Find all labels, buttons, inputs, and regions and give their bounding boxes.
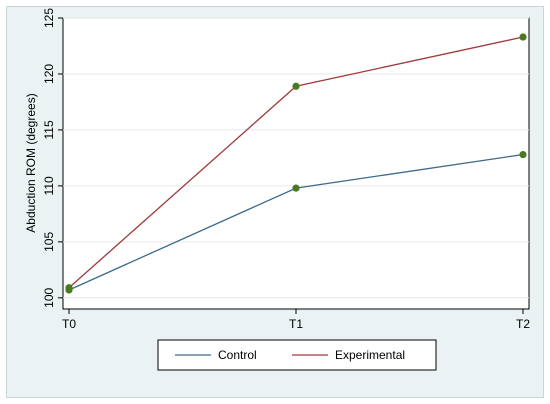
y-axis-title: Abduction ROM (degrees) [24, 93, 38, 232]
x-tick-label: T2 [516, 317, 530, 331]
x-tick-label: T1 [289, 317, 303, 331]
data-point-control [519, 150, 527, 159]
data-point-experimental [292, 82, 300, 90]
data-point-control [292, 184, 300, 192]
legend-label-control: Control [218, 348, 257, 362]
data-point-experimental [65, 284, 73, 292]
plot-area [62, 17, 530, 310]
x-tick-label: T0 [62, 317, 76, 331]
x-axis: T0 T1 T2 [62, 309, 530, 331]
legend-label-experimental: Experimental [335, 348, 405, 362]
y-tick-label: 105 [42, 232, 56, 252]
y-tick-label: 110 [42, 176, 56, 195]
y-tick-label: 115 [42, 120, 56, 139]
y-tick-label: 125 [42, 8, 56, 28]
legend: Control Experimental [157, 339, 437, 371]
y-tick-label: 120 [42, 64, 56, 84]
data-point-experimental [519, 33, 527, 41]
y-tick-label: 100 [42, 287, 56, 307]
series-markers [65, 33, 527, 294]
y-axis: 100 105 110 115 120 125 [42, 8, 63, 308]
